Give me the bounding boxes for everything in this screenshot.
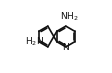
- Text: H$_2$N: H$_2$N: [25, 35, 44, 48]
- Text: NH$_2$: NH$_2$: [60, 10, 78, 23]
- Text: N: N: [62, 43, 69, 52]
